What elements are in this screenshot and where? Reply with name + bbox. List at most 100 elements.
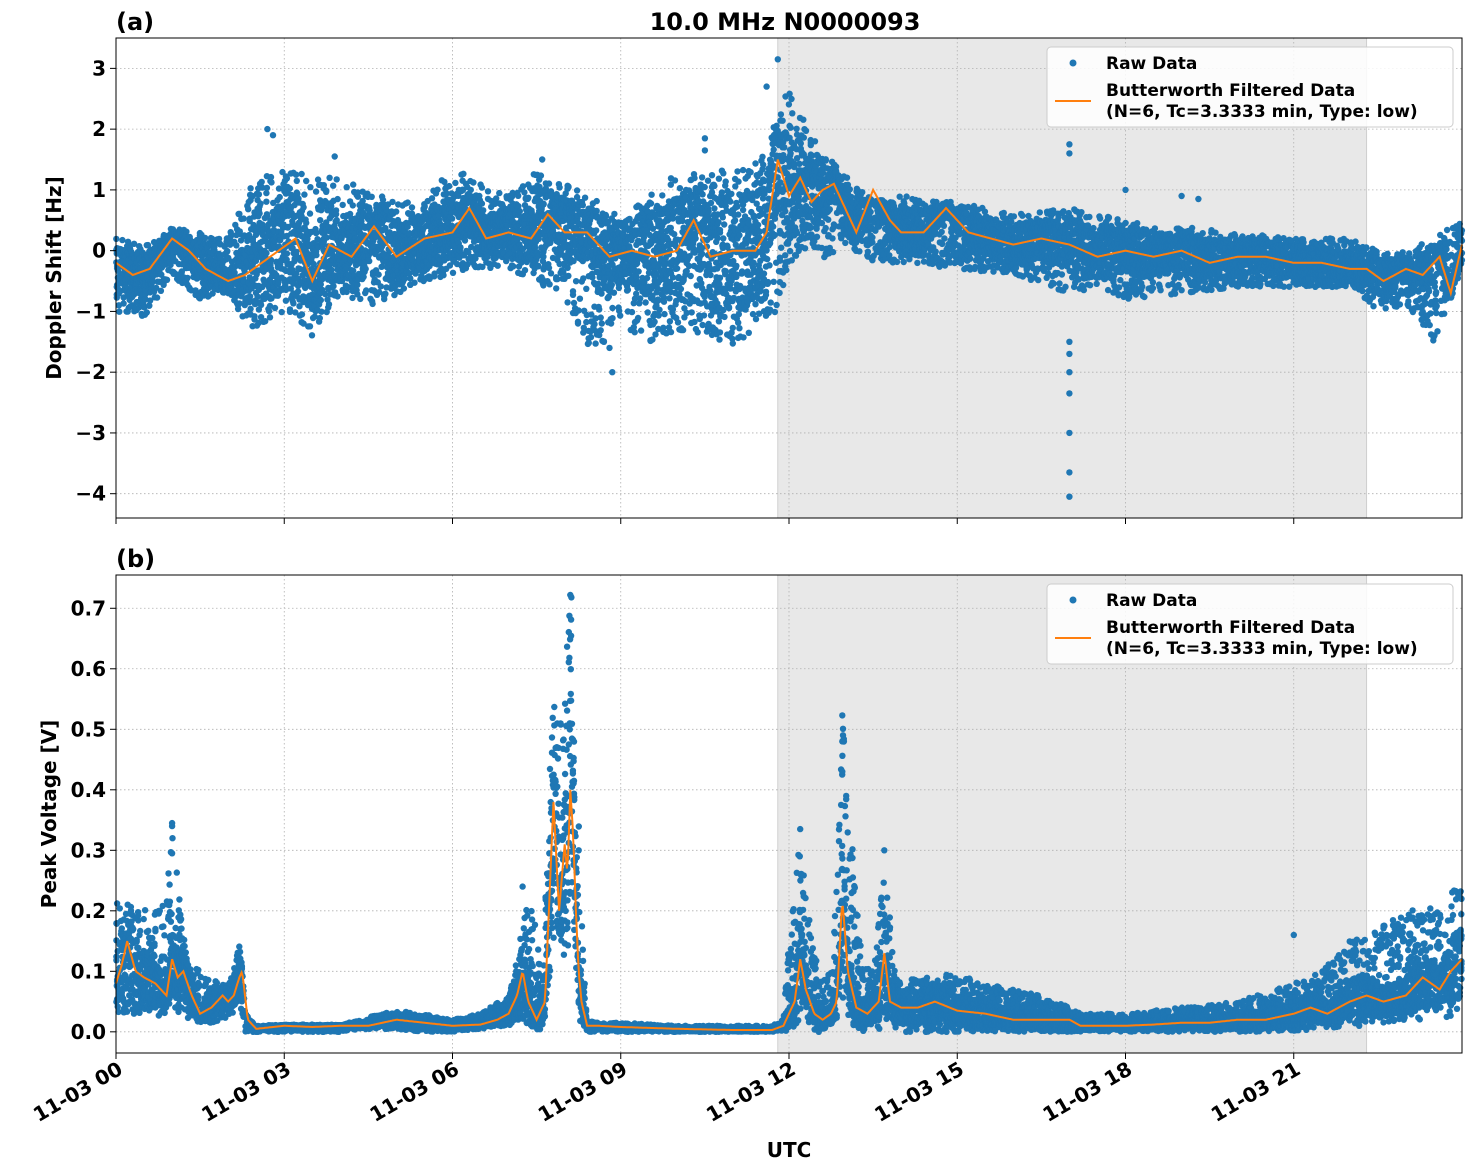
- raw-data-point: [317, 296, 324, 304]
- raw-data-point: [660, 298, 668, 305]
- raw-data-point: [721, 313, 728, 321]
- raw-data-point: [298, 170, 305, 178]
- raw-data-point: [278, 308, 285, 316]
- raw-data-point: [484, 188, 492, 195]
- raw-data-point: [734, 168, 741, 175]
- raw-data-point: [740, 334, 747, 341]
- raw-data-point: [707, 199, 715, 207]
- raw-data-point: [382, 290, 389, 297]
- raw-data-point: [452, 179, 459, 187]
- raw-data-point: [120, 300, 127, 307]
- raw-data-point: [553, 285, 560, 292]
- raw-data-point: [575, 307, 582, 314]
- raw-data-point: [570, 299, 578, 307]
- raw-data-point: [521, 267, 529, 274]
- raw-data-point: [667, 328, 675, 336]
- raw-data-point: [400, 285, 408, 292]
- raw-data-point: [293, 177, 300, 185]
- raw-data-point: [719, 214, 726, 221]
- raw-data-point: [276, 193, 283, 201]
- raw-data-point: [130, 240, 138, 247]
- raw-data-point: [589, 274, 596, 281]
- raw-data-point: [711, 205, 718, 212]
- raw-data-point: [637, 327, 645, 334]
- raw-data-point: [540, 253, 547, 260]
- raw-data-point: [157, 287, 165, 294]
- raw-data-point: [676, 185, 684, 192]
- raw-data-point: [583, 285, 590, 292]
- raw-data-point: [240, 215, 247, 222]
- raw-data-point: [634, 314, 642, 322]
- raw-data-point: [146, 302, 153, 309]
- raw-data-point: [701, 183, 708, 191]
- raw-data-point: [624, 286, 632, 293]
- raw-data-point: [642, 299, 649, 306]
- raw-data-point: [679, 326, 687, 334]
- raw-data-point: [660, 324, 667, 331]
- raw-data-point: [661, 310, 668, 318]
- raw-data-point: [266, 314, 274, 321]
- raw-data-point: [593, 197, 600, 205]
- raw-data-point: [687, 272, 694, 280]
- raw-data-point: [540, 201, 547, 208]
- raw-data-point: [449, 269, 457, 276]
- raw-data-point: [694, 329, 701, 336]
- raw-data-point: [247, 305, 254, 313]
- raw-data-point: [715, 219, 722, 226]
- raw-data-point: [735, 311, 742, 318]
- raw-data-point: [715, 175, 723, 182]
- raw-data-point: [598, 320, 605, 327]
- raw-data-point: [153, 294, 161, 301]
- raw-data-point: [569, 288, 577, 295]
- raw-data-point: [656, 306, 663, 313]
- raw-data-point: [263, 198, 270, 205]
- raw-data-point: [608, 281, 615, 288]
- raw-data-point: [314, 176, 322, 183]
- raw-data-point: [271, 304, 279, 312]
- raw-data-point: [369, 300, 376, 308]
- raw-data-point: [290, 300, 297, 307]
- raw-data-point: [659, 192, 666, 199]
- raw-data-point: [167, 261, 174, 269]
- raw-data-point: [334, 195, 341, 203]
- raw-data-point: [408, 204, 416, 211]
- raw-data-point: [496, 189, 503, 197]
- raw-data-point: [236, 300, 243, 307]
- raw-data-point: [677, 285, 685, 293]
- raw-data-point: [268, 179, 275, 186]
- raw-data-point: [611, 210, 618, 218]
- raw-data-point: [404, 199, 411, 206]
- raw-data-point: [323, 187, 330, 194]
- raw-data-point: [597, 314, 604, 321]
- raw-data-point: [648, 191, 655, 198]
- raw-data-point: [144, 241, 152, 249]
- raw-data-point: [647, 200, 655, 207]
- raw-data-point: [233, 242, 240, 249]
- raw-data-point: [610, 289, 618, 296]
- raw-data-point: [729, 324, 736, 332]
- raw-data-point: [119, 236, 126, 244]
- raw-data-point: [163, 276, 171, 283]
- raw-data-point: [286, 185, 293, 192]
- raw-data-point: [609, 315, 616, 322]
- raw-data-point: [245, 206, 252, 213]
- raw-data-point: [330, 182, 337, 189]
- raw-data-point: [628, 308, 636, 316]
- raw-data-point: [752, 315, 760, 323]
- raw-data-point: [574, 320, 582, 327]
- raw-data-point: [258, 178, 265, 186]
- raw-data-point: [652, 331, 659, 338]
- raw-data-point: [617, 312, 624, 319]
- raw-data-point: [334, 293, 341, 300]
- raw-data-point: [303, 219, 310, 227]
- raw-data-point: [707, 271, 714, 279]
- raw-data-point: [480, 207, 487, 214]
- raw-data-point: [688, 309, 695, 316]
- raw-data-point: [247, 185, 254, 192]
- raw-data-point: [739, 166, 747, 174]
- raw-data-point: [478, 200, 486, 207]
- raw-data-point: [224, 247, 231, 255]
- raw-data-point: [716, 226, 724, 234]
- raw-data-point: [674, 319, 682, 326]
